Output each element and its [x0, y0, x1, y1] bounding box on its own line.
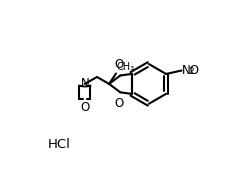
Text: N: N [81, 77, 89, 90]
Text: NO: NO [182, 64, 200, 77]
Text: O: O [115, 58, 124, 71]
Text: 2: 2 [189, 67, 194, 76]
Text: O: O [80, 101, 90, 114]
Text: O: O [115, 97, 124, 110]
Text: HCl: HCl [48, 138, 71, 151]
Text: CH₃: CH₃ [117, 62, 135, 72]
